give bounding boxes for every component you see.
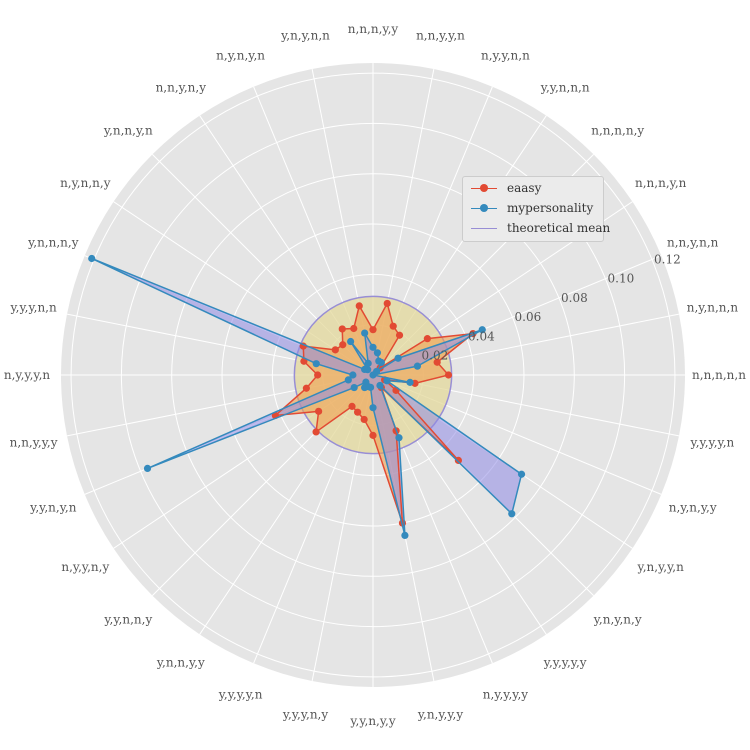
category-label: y,y,y,n,n (9, 301, 57, 315)
data-point (331, 346, 339, 354)
data-point (394, 354, 402, 362)
category-label: y,n,y,y,y (417, 707, 464, 721)
category-label: n,y,n,n,y (60, 176, 111, 190)
legend-item-eaasy: eaasy (463, 178, 603, 198)
category-label: n,n,y,n,n (667, 236, 719, 250)
data-point (339, 341, 347, 349)
category-label: n,y,y,y,n (4, 368, 51, 382)
category-label: y,y,n,n,y (103, 613, 152, 627)
category-label: n,n,n,n,y (591, 123, 644, 137)
category-label: y,n,y,y,n (637, 560, 685, 574)
category-label: y,n,y,n,y (593, 613, 642, 627)
data-point (312, 428, 320, 436)
radial-tick-label: 0.08 (561, 291, 588, 305)
data-point (369, 404, 377, 412)
data-point (406, 378, 414, 386)
legend-item-mypersonality: mypersonality (463, 198, 603, 218)
category-label: n,n,n,n,n (692, 368, 746, 382)
category-label: y,n,y,n,n (280, 29, 330, 43)
legend-label-eaasy: eaasy (507, 181, 542, 195)
data-point (454, 456, 462, 464)
category-label: n,y,y,n,n (481, 48, 530, 62)
category-label: y,y,y,n,y (282, 707, 329, 721)
data-point (88, 254, 96, 263)
data-point (348, 402, 356, 410)
data-point (401, 531, 409, 540)
data-point (369, 326, 377, 334)
data-point (353, 408, 362, 416)
data-point (347, 337, 355, 346)
data-point (350, 324, 358, 333)
data-point (383, 377, 391, 385)
data-point (360, 415, 368, 424)
data-point (338, 325, 346, 333)
data-point (350, 383, 358, 392)
data-point (444, 371, 453, 379)
category-label: n,n,y,y,n (416, 29, 465, 43)
data-point (315, 407, 323, 415)
legend: eaasy mypersonality theoretical mean (462, 176, 610, 242)
data-point (344, 376, 352, 384)
data-point (349, 371, 357, 379)
legend-item-theoretical-mean: theoretical mean (463, 218, 610, 238)
data-point (373, 349, 382, 357)
radial-tick-label: 0.02 (422, 349, 449, 363)
data-point (433, 358, 441, 366)
category-label: y,n,n,y,y (156, 656, 205, 670)
category-label: n,n,n,y,n (635, 176, 687, 190)
data-point (355, 302, 363, 310)
data-point (517, 470, 526, 478)
category-label: y,n,n,y,n (103, 123, 153, 137)
data-point (423, 335, 431, 343)
data-point (375, 357, 383, 365)
category-label: y,y,y,y,y (543, 656, 587, 670)
legend-marker-mypersonality (480, 204, 488, 212)
legend-marker-eaasy (480, 184, 488, 192)
category-label: y,y,y,y,n (218, 688, 263, 702)
category-label: n,y,y,n,y (61, 560, 109, 574)
data-point (395, 434, 403, 442)
category-label: n,n,y,y,y (10, 436, 58, 450)
category-label: n,n,n,y,y (348, 22, 399, 36)
category-label: n,n,y,n,y (156, 80, 207, 94)
data-point (361, 329, 369, 337)
data-point (478, 326, 486, 334)
data-point (395, 331, 404, 339)
category-label: y,n,n,n,y (27, 236, 79, 250)
radial-tick-label: 0.10 (608, 272, 635, 286)
category-label: y,y,n,y,n (29, 500, 77, 514)
category-label: n,y,n,y,n (216, 48, 265, 62)
radial-tick-label: 0.12 (654, 253, 681, 267)
category-label: y,y,n,y,y (349, 714, 396, 728)
legend-label-mypersonality: mypersonality (507, 201, 594, 215)
data-point (369, 343, 377, 351)
data-point (383, 299, 391, 308)
legend-label-theoretical-mean: theoretical mean (507, 221, 611, 235)
category-label: y,y,y,y,n (690, 436, 735, 450)
category-label: n,y,n,y,y (669, 500, 717, 514)
data-point (369, 431, 377, 439)
category-label: n,y,n,n,n (687, 301, 739, 315)
data-point (314, 371, 322, 379)
data-point (366, 383, 375, 391)
radial-tick-label: 0.06 (515, 310, 542, 324)
category-label: y,y,n,n,n (540, 80, 590, 94)
data-point (302, 384, 310, 392)
data-point (361, 365, 369, 374)
legend-line-theoretical-mean (471, 228, 497, 229)
data-point (389, 322, 397, 330)
radial-tick-label: 0.04 (468, 330, 495, 344)
data-point (143, 464, 152, 472)
data-point (312, 360, 320, 368)
data-point (413, 362, 422, 370)
data-point (508, 510, 516, 518)
category-label: n,y,y,y,y (483, 688, 529, 702)
data-point (372, 367, 381, 376)
data-point (376, 381, 384, 390)
data-point (364, 359, 372, 367)
